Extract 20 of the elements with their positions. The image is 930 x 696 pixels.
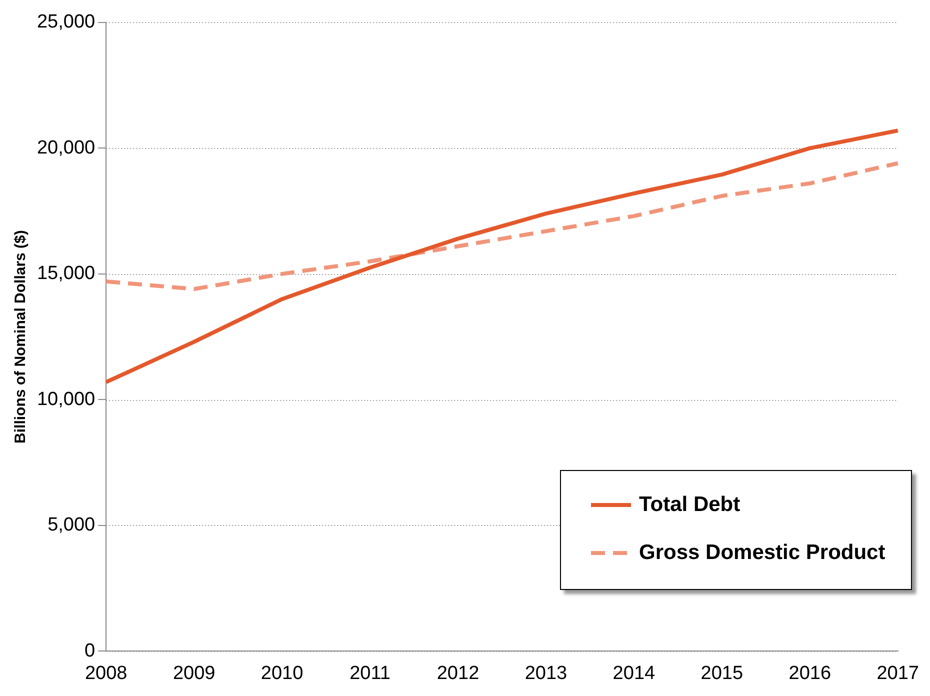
y-axis-title: Billions of Nominal Dollars ($) <box>12 230 30 444</box>
x-tick-label: 2014 <box>612 662 656 684</box>
x-tick-label: 2008 <box>84 662 128 684</box>
line-series <box>104 161 900 292</box>
y-tick-label: 20,000 <box>36 137 96 158</box>
x-tick-label: 2009 <box>172 662 216 684</box>
x-tick-label: 2010 <box>260 662 304 684</box>
x-tick-label: 2016 <box>788 662 832 684</box>
x-tick-label: 2013 <box>524 662 568 684</box>
x-tick-label: 2017 <box>876 662 920 684</box>
y-tick-label: 15,000 <box>36 263 96 284</box>
x-tick-label: 2015 <box>700 662 744 684</box>
y-tick-label: 25,000 <box>36 12 96 33</box>
y-tick-label: 5,000 <box>48 514 96 536</box>
x-tick-label: 2011 <box>350 662 390 684</box>
legend-label: Gross Domestic Product <box>639 541 886 565</box>
y-tick-label: 10,000 <box>36 388 96 410</box>
x-tick-label: 2012 <box>436 662 480 684</box>
y-tick-label: 0 <box>84 640 96 662</box>
legend-label: Total Debt <box>639 493 740 517</box>
